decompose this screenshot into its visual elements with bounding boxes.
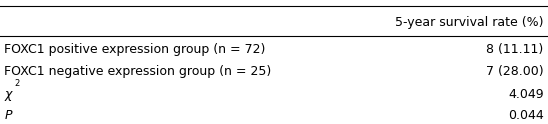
Text: FOXC1 negative expression group (n = 25): FOXC1 negative expression group (n = 25) bbox=[4, 65, 272, 78]
Text: 0.044: 0.044 bbox=[508, 109, 544, 122]
Text: 4.049: 4.049 bbox=[508, 88, 544, 101]
Text: χ: χ bbox=[4, 88, 12, 101]
Text: 8 (11.11): 8 (11.11) bbox=[487, 43, 544, 56]
Text: 7 (28.00): 7 (28.00) bbox=[486, 65, 544, 78]
Text: FOXC1 positive expression group (n = 72): FOXC1 positive expression group (n = 72) bbox=[4, 43, 266, 56]
Text: 2: 2 bbox=[14, 79, 20, 88]
Text: P: P bbox=[4, 109, 12, 122]
Text: 5-year survival rate (%): 5-year survival rate (%) bbox=[395, 16, 544, 29]
